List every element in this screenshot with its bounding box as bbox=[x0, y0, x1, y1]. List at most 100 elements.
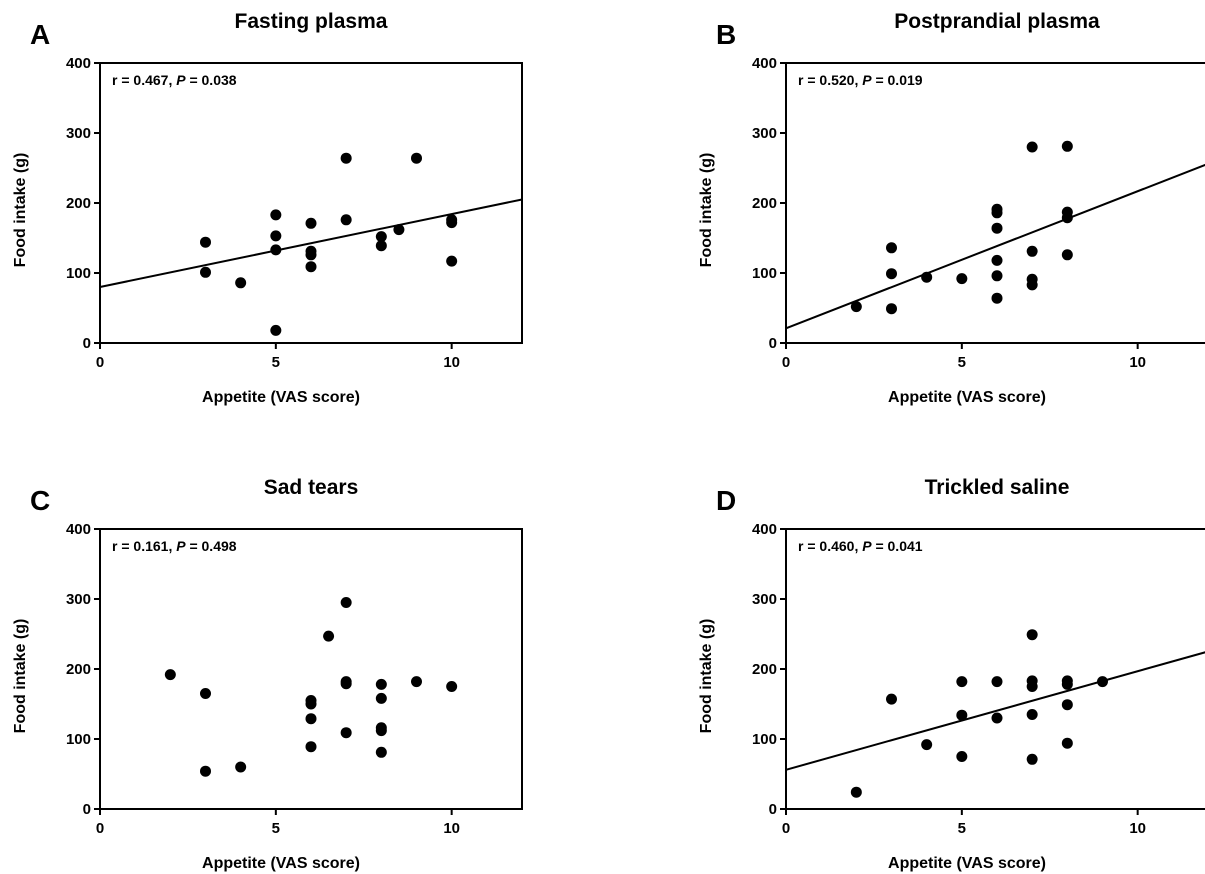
chart-title: Sad tears bbox=[264, 476, 359, 499]
x-tick-label: 10 bbox=[1129, 820, 1146, 837]
data-point bbox=[446, 681, 458, 692]
scatter-chart: A Fasting plasma 0 100 200 300 400 0 5 10 Appetite… bbox=[12, 10, 523, 406]
data-point bbox=[1026, 681, 1038, 692]
data-point bbox=[1061, 249, 1073, 261]
data-point bbox=[200, 688, 211, 699]
y-tick-label: 300 bbox=[752, 125, 777, 142]
y-tick-label: 100 bbox=[752, 731, 777, 748]
data-point bbox=[235, 277, 247, 289]
stat-r: r = 0.161, bbox=[112, 538, 176, 554]
data-point bbox=[886, 268, 897, 280]
data-point bbox=[200, 266, 211, 278]
data-point bbox=[305, 741, 317, 753]
data-point bbox=[323, 630, 335, 642]
y-tick-label: 100 bbox=[66, 265, 91, 282]
y-tick-label: 400 bbox=[752, 55, 777, 72]
stat-p: = 0.038 bbox=[186, 72, 237, 88]
chart-title: Postprandial plasma bbox=[894, 10, 1100, 33]
stat-p-symbol: P bbox=[176, 72, 186, 88]
data-point bbox=[305, 217, 317, 229]
data-point bbox=[393, 224, 405, 236]
y-tick-label: 200 bbox=[752, 661, 777, 678]
x-tick-label: 0 bbox=[782, 820, 790, 837]
data-point bbox=[991, 676, 1003, 688]
y-tick-label: 200 bbox=[66, 195, 91, 212]
data-point bbox=[235, 761, 247, 773]
x-axis-label: Appetite (VAS score) bbox=[202, 855, 360, 872]
panel-b: B Postprandial plasma 0 100 200 300 400 0 5 10 App… bbox=[686, 0, 1205, 408]
data-point bbox=[921, 739, 933, 751]
data-point bbox=[411, 152, 422, 164]
chart-title: Fasting plasma bbox=[235, 10, 388, 33]
data-point bbox=[1061, 678, 1073, 690]
data-point bbox=[164, 669, 176, 681]
data-point bbox=[305, 713, 317, 725]
scatter-chart: C Sad tears 0 100 200 300 400 0 5 10 Appetite (VAS… bbox=[12, 476, 523, 872]
panel-label: D bbox=[716, 485, 736, 516]
data-point bbox=[270, 324, 282, 336]
x-tick-label: 0 bbox=[96, 820, 104, 837]
x-tick-label: 0 bbox=[96, 354, 104, 371]
data-point bbox=[1026, 709, 1038, 720]
data-point bbox=[305, 261, 317, 273]
y-axis-label: Food intake (g) bbox=[12, 619, 29, 734]
y-tick-label: 0 bbox=[769, 335, 777, 352]
data-point bbox=[375, 240, 387, 252]
plot-frame bbox=[99, 62, 523, 344]
data-point bbox=[270, 244, 282, 256]
x-tick-label: 10 bbox=[443, 354, 460, 371]
data-point bbox=[991, 207, 1003, 219]
panel-c: C Sad tears 0 100 200 300 400 0 5 10 Appetite (VAS… bbox=[0, 466, 523, 874]
panel-label: A bbox=[30, 19, 50, 50]
stat-annotation: r = 0.460, P = 0.041 bbox=[798, 538, 923, 554]
data-point bbox=[956, 751, 968, 762]
data-point bbox=[270, 230, 282, 242]
panel-label: B bbox=[716, 19, 736, 50]
data-point bbox=[340, 678, 352, 690]
data-point bbox=[411, 676, 422, 688]
data-point bbox=[956, 676, 968, 688]
plot-frame bbox=[99, 528, 523, 810]
data-point bbox=[340, 214, 352, 226]
panel-d: D Trickled saline 0 100 200 300 400 0 5 10 Appetit… bbox=[686, 466, 1205, 874]
data-point bbox=[1026, 753, 1038, 765]
data-point bbox=[270, 209, 282, 221]
data-point bbox=[1097, 676, 1108, 688]
data-point bbox=[200, 236, 211, 248]
stat-r: r = 0.520, bbox=[798, 72, 862, 88]
data-point bbox=[956, 709, 968, 721]
data-point bbox=[1061, 737, 1073, 749]
data-point bbox=[886, 693, 897, 705]
y-tick-label: 0 bbox=[83, 801, 91, 818]
y-tick-label: 300 bbox=[752, 591, 777, 608]
data-point bbox=[886, 303, 897, 315]
y-tick-label: 100 bbox=[752, 265, 777, 282]
x-tick-label: 5 bbox=[958, 354, 966, 371]
data-point bbox=[375, 678, 387, 690]
data-point bbox=[446, 217, 458, 229]
regression-line bbox=[785, 651, 1205, 771]
data-point bbox=[956, 273, 968, 285]
y-tick-label: 100 bbox=[66, 731, 91, 748]
data-point bbox=[340, 152, 352, 164]
stat-p: = 0.041 bbox=[872, 538, 923, 554]
y-axis-label: Food intake (g) bbox=[698, 153, 715, 268]
panel-label: C bbox=[30, 485, 50, 516]
y-tick-label: 300 bbox=[66, 591, 91, 608]
data-point bbox=[1026, 629, 1038, 641]
data-point bbox=[375, 725, 387, 737]
regression-line bbox=[99, 198, 523, 288]
data-point bbox=[1026, 245, 1038, 257]
data-point bbox=[1026, 141, 1038, 153]
x-tick-label: 5 bbox=[272, 354, 280, 371]
data-point bbox=[1061, 212, 1073, 224]
stat-annotation: r = 0.161, P = 0.498 bbox=[112, 538, 237, 554]
x-tick-label: 0 bbox=[782, 354, 790, 371]
stat-p-symbol: P bbox=[862, 72, 872, 88]
data-point bbox=[305, 249, 317, 261]
data-point bbox=[305, 698, 317, 710]
data-point bbox=[340, 597, 352, 608]
y-tick-label: 0 bbox=[769, 801, 777, 818]
panel-a: A Fasting plasma 0 100 200 300 400 0 5 10 Appetite… bbox=[0, 0, 523, 408]
stat-p: = 0.498 bbox=[186, 538, 237, 554]
